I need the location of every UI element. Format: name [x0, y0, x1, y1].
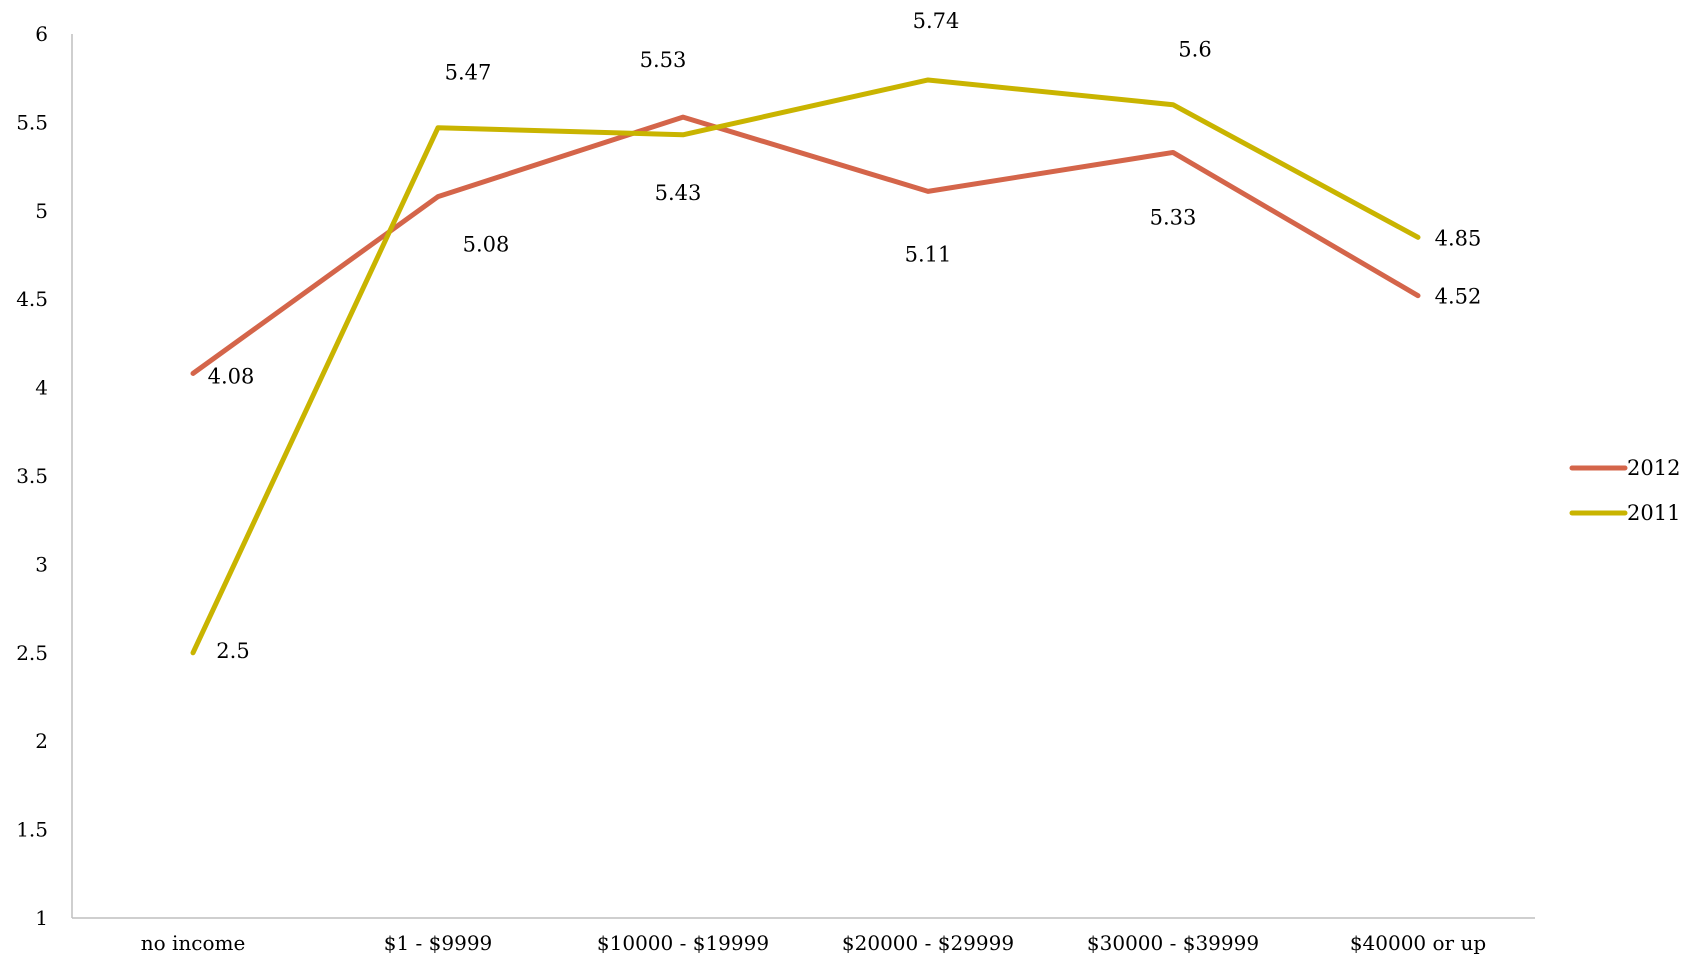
data-label-2011: 5.74 [913, 9, 960, 33]
y-tick-label: 4.5 [16, 287, 48, 311]
series-line-2011 [190, 77, 1421, 656]
data-label-2011: 5.6 [1178, 38, 1211, 62]
y-tick-label: 4 [35, 376, 48, 400]
data-label-2012: 5.33 [1150, 205, 1197, 229]
y-axis-ticks: 1 1.5 2 2.5 3 3.5 4 4.5 5 5.5 6 [16, 22, 48, 930]
data-label-2011: 5.47 [445, 61, 492, 85]
x-tick-label: no income [141, 931, 246, 955]
data-label-2011: 2.5 [216, 639, 249, 663]
data-label-2012: 4.52 [1435, 285, 1482, 309]
y-tick-label: 6 [35, 22, 48, 46]
y-tick-label: 2.5 [16, 641, 48, 665]
legend-label-2012: 2012 [1627, 456, 1680, 480]
data-labels: 4.08 5.08 5.53 5.11 5.33 4.52 2.5 5.47 5.43 5.74 5… [208, 9, 1482, 663]
y-tick-label: 3.5 [16, 464, 48, 488]
series-lines [190, 77, 1421, 656]
x-tick-label: $30000 - $39999 [1087, 931, 1259, 955]
x-tick-label: $20000 - $29999 [842, 931, 1014, 955]
y-tick-label: 5.5 [16, 110, 48, 134]
series-line-2012 [190, 114, 1421, 376]
data-label-2012: 5.11 [905, 242, 952, 266]
x-tick-label: $40000 or up [1350, 931, 1486, 955]
data-label-2011: 5.43 [655, 181, 702, 205]
y-tick-label: 5 [35, 199, 48, 223]
y-tick-label: 1.5 [16, 818, 48, 842]
data-label-2012: 4.08 [208, 364, 255, 388]
data-label-2012: 5.08 [463, 233, 510, 257]
data-label-2012: 5.53 [640, 48, 687, 72]
data-label-2011: 4.85 [1435, 226, 1482, 250]
legend: 2012 2011 [1569, 456, 1680, 525]
y-tick-label: 2 [35, 729, 48, 753]
y-tick-label: 1 [35, 906, 48, 930]
legend-label-2011: 2011 [1627, 501, 1680, 525]
x-axis-ticks: no income $1 - $9999 $10000 - $19999 $20000… [141, 931, 1486, 955]
x-tick-label: $1 - $9999 [384, 931, 493, 955]
x-tick-label: $10000 - $19999 [597, 931, 769, 955]
y-tick-label: 3 [35, 552, 48, 576]
